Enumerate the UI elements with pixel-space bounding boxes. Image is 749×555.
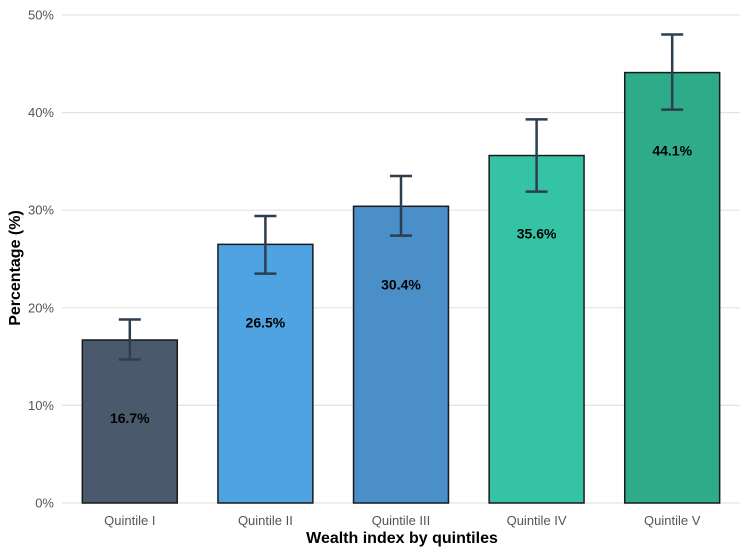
bar-value-label: 35.6%	[517, 226, 557, 242]
bar	[81, 339, 179, 504]
error-bar	[118, 318, 141, 361]
bar	[217, 243, 314, 504]
y-tick-label: 0%	[35, 496, 54, 511]
y-tick-label: 40%	[28, 105, 54, 120]
x-tick-label: Quintile I	[104, 513, 155, 528]
x-axis-ticks: Quintile I Quintile II Quintile III Quintil…	[104, 513, 701, 528]
y-axis-title: Percentage (%)	[7, 210, 24, 326]
x-axis-title: Wealth index by quintiles	[306, 530, 498, 547]
error-bar	[661, 33, 684, 111]
x-tick-label: Quintile II	[238, 513, 293, 528]
y-axis-ticks: 0% 10% 20% 30% 40% 50%	[28, 8, 54, 511]
bar	[352, 205, 450, 504]
y-tick-label: 30%	[28, 203, 54, 218]
x-tick-label: Quintile IV	[507, 513, 567, 528]
bar	[488, 154, 585, 504]
bar-value-label: 44.1%	[652, 143, 692, 159]
y-tick-label: 50%	[28, 8, 54, 23]
y-tick-label: 10%	[28, 398, 54, 413]
data-labels: 16.7% 26.5% 30.4% 35.6% 44.1%	[110, 143, 693, 426]
error-bar	[525, 118, 548, 193]
error-bars	[118, 33, 684, 361]
x-tick-label: Quintile V	[644, 513, 701, 528]
bar-value-label: 26.5%	[246, 314, 286, 330]
bar	[623, 71, 721, 504]
bar-value-label: 30.4%	[381, 276, 421, 292]
y-tick-label: 20%	[28, 300, 54, 315]
x-tick-label: Quintile III	[372, 513, 431, 528]
bar-value-label: 16.7%	[110, 410, 150, 426]
error-bar	[254, 214, 277, 275]
error-bar	[390, 174, 412, 237]
